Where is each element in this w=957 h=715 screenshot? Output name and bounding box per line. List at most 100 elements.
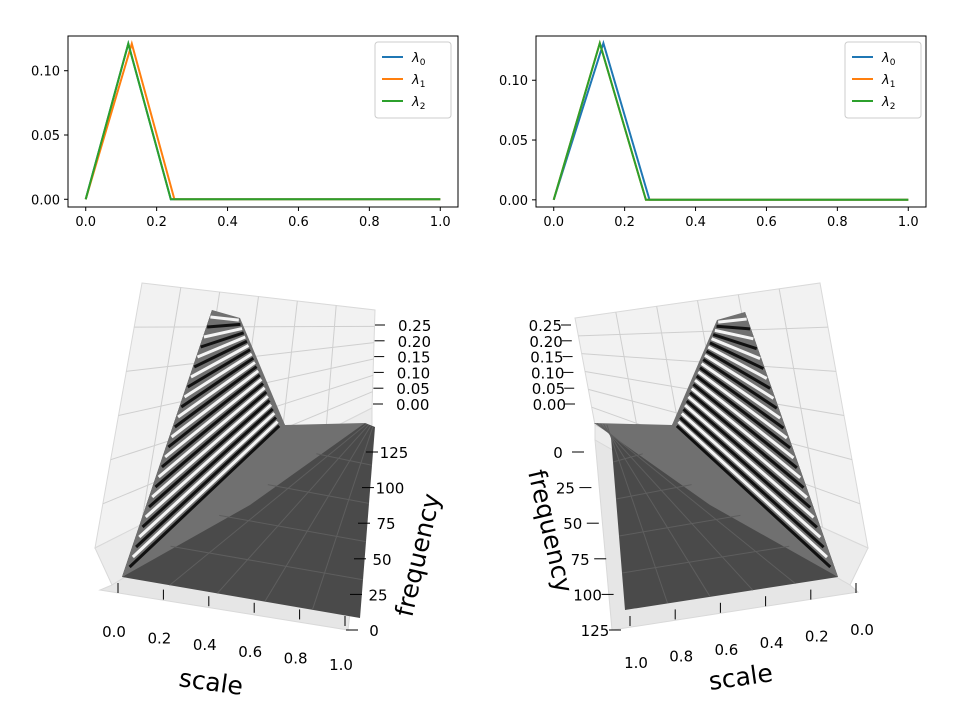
y-tick-label: 0.05 <box>31 129 60 144</box>
surface-band <box>707 345 768 380</box>
floor-grid-line <box>618 514 741 537</box>
surface-band <box>684 404 815 519</box>
y-tick-label: 0.10 <box>31 65 60 80</box>
x-tick-label: 1.0 <box>624 654 648 672</box>
legend-box-2 <box>844 41 922 119</box>
x-tick-label: 0.8 <box>827 215 848 230</box>
surface-band <box>154 390 268 489</box>
surface-band <box>679 416 825 549</box>
surface-band <box>682 408 818 529</box>
floor-grid-line <box>603 423 711 598</box>
y-tick-label: 0.10 <box>499 74 528 89</box>
surface-band <box>200 331 245 349</box>
floor-grid-line <box>600 423 754 591</box>
surface-band <box>144 403 273 519</box>
floor-grid-line <box>216 424 370 594</box>
z-tick-label: 0.00 <box>396 396 429 414</box>
x-tick-label: 0.8 <box>359 215 380 230</box>
x-tick-label: 0.4 <box>760 634 784 652</box>
surface-band <box>700 362 781 420</box>
y-tick-label: 50 <box>372 551 391 569</box>
surface-band <box>692 383 798 469</box>
x-axis-label-1: scale <box>177 663 245 701</box>
surface-band <box>183 352 253 399</box>
surface-band <box>704 354 775 400</box>
y-tick-label: 0 <box>369 622 379 640</box>
surface-band <box>675 424 832 569</box>
x-tick-label: 1.0 <box>430 215 451 230</box>
x-tick-label: 0.6 <box>238 643 262 661</box>
surface-band <box>167 373 261 449</box>
y-tick-label: 100 <box>376 480 405 498</box>
surface-band <box>131 420 279 559</box>
series-line-lambda2 <box>552 39 909 201</box>
series-line-lambda2 <box>84 39 441 201</box>
surface-band <box>697 370 788 440</box>
surface-plot-2: 1.0 0.8 0.6 0.4 0.2 0.002550751001250.000.050… <box>522 282 874 696</box>
surface-band <box>709 341 765 370</box>
surface-band <box>186 348 251 389</box>
z-tick-label: 0.05 <box>532 380 565 398</box>
x-tick-label: 0.2 <box>805 628 829 646</box>
z-tick-label: 0.05 <box>396 380 429 398</box>
surface-band <box>690 387 802 479</box>
surface-band <box>685 399 812 509</box>
floor-grid-line <box>612 453 643 463</box>
floor-grid-line <box>606 424 669 604</box>
x-tick-label: 1.0 <box>329 656 353 674</box>
surface-band <box>173 365 258 429</box>
surface-band <box>687 395 808 499</box>
y-tick-label: 125 <box>380 444 409 462</box>
y-tick-label: 0.00 <box>31 193 60 208</box>
surface-band <box>164 378 263 459</box>
surface-band <box>203 327 243 339</box>
surface-band <box>170 369 260 439</box>
surface-band <box>710 337 761 361</box>
surface-band <box>699 366 785 430</box>
surface-band <box>135 416 277 549</box>
floor-grid-line <box>596 423 796 584</box>
floor-grid-line <box>170 545 364 581</box>
z-tick-label: 0.15 <box>397 349 430 367</box>
surface-band <box>210 315 239 322</box>
surface-band <box>177 361 256 419</box>
surface-band <box>695 374 792 450</box>
floor-grid-line <box>219 514 367 543</box>
z-tick-label: 0.25 <box>529 317 562 335</box>
surface-band <box>151 395 269 499</box>
line-chart-1: 0.0 0.2 0.4 0.6 0.8 1.0 0.00 0.05 0.10 λ0 λ1 λ2 <box>31 35 459 230</box>
x-tick-label: 0.0 <box>75 215 96 230</box>
x-tick-label: 0.6 <box>288 215 309 230</box>
y-tick-label: 0 <box>553 444 563 462</box>
y-tick-label: 50 <box>563 515 582 533</box>
x-tick-label: 0.0 <box>543 215 564 230</box>
z-tick-label: 0.25 <box>398 317 431 335</box>
x-tick-label: 0.6 <box>756 215 777 230</box>
floor-grid-line <box>264 425 372 602</box>
floor-grid-line <box>267 484 370 504</box>
y-tick-label: 0.00 <box>499 194 528 209</box>
z-tick-label: 0.10 <box>531 364 564 382</box>
line-chart-2: 0.0 0.2 0.4 0.6 0.8 1.0 0.00 0.05 0.10 λ0 λ1 λ2 <box>499 35 927 230</box>
surface-band <box>694 379 795 460</box>
floor-grid-line <box>615 484 692 500</box>
surface-band <box>160 382 264 469</box>
x-tick-label: 1.0 <box>898 215 919 230</box>
floor-grid-line <box>621 545 790 574</box>
x-tick-label: 0.4 <box>193 636 217 654</box>
surface-band <box>190 344 250 379</box>
legend-2: λ0 λ1 λ2 <box>844 41 922 119</box>
surface-band <box>712 333 758 351</box>
x-axis-label-2: scale <box>707 658 775 696</box>
y-tick-label: 125 <box>581 622 610 640</box>
z-tick-label: 0.00 <box>533 396 566 414</box>
x-tick-label: 0.0 <box>850 621 874 639</box>
surface-band <box>702 358 778 410</box>
z-tick-label: 0.20 <box>529 333 562 351</box>
surface-band <box>180 356 255 409</box>
surface-band <box>677 420 828 559</box>
y-tick-label: 25 <box>368 586 387 604</box>
surface-band <box>705 349 771 390</box>
surface-band <box>207 322 241 329</box>
surface-band <box>157 386 266 479</box>
